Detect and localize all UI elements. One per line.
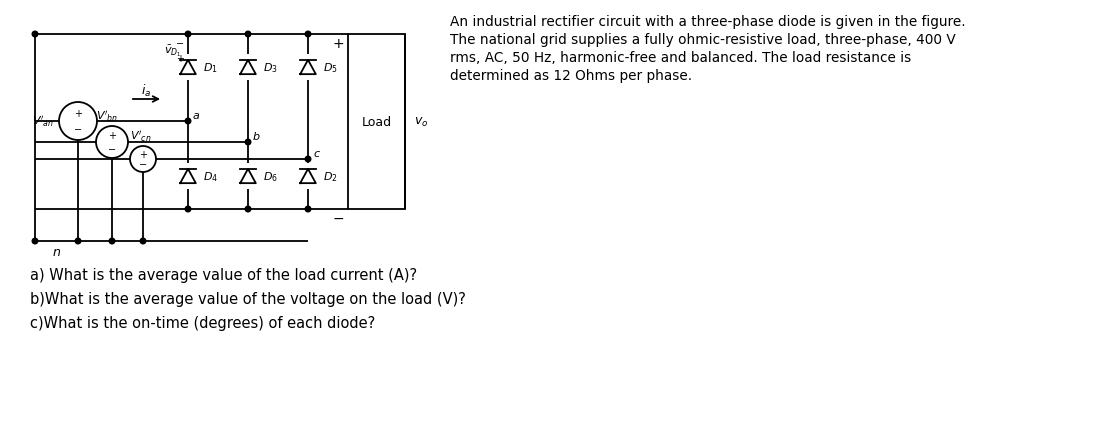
Text: +: +	[140, 149, 147, 159]
Text: c: c	[312, 149, 319, 159]
Text: +: +	[108, 131, 116, 141]
Text: $V'_{an}$: $V'_{an}$	[32, 114, 54, 129]
Text: $i_a$: $i_a$	[141, 83, 151, 99]
Text: determined as 12 Ohms per phase.: determined as 12 Ohms per phase.	[450, 69, 692, 83]
Text: $D_1$: $D_1$	[203, 61, 218, 75]
Circle shape	[109, 239, 115, 244]
Text: $V'_{bn}$: $V'_{bn}$	[96, 109, 118, 124]
Text: +: +	[74, 109, 81, 119]
Text: a: a	[193, 111, 200, 121]
Text: $D_2$: $D_2$	[323, 170, 338, 184]
Bar	[348, 35, 405, 209]
Text: $D_5$: $D_5$	[323, 61, 338, 75]
Circle shape	[75, 239, 80, 244]
Text: $n$: $n$	[52, 245, 61, 258]
Text: c)What is the on-time (degrees) of each diode?: c)What is the on-time (degrees) of each …	[30, 315, 375, 330]
Circle shape	[305, 207, 310, 212]
Circle shape	[185, 32, 191, 38]
Text: $\bar{v}_{D_1}$: $\bar{v}_{D_1}$	[164, 44, 182, 59]
Text: −: −	[176, 39, 184, 49]
Text: +: +	[333, 37, 344, 51]
Circle shape	[185, 119, 191, 125]
Text: Load: Load	[362, 116, 392, 129]
Text: $V'_{cn}$: $V'_{cn}$	[131, 129, 152, 144]
Text: a) What is the average value of the load current (A)?: a) What is the average value of the load…	[30, 267, 417, 283]
Text: b: b	[253, 132, 260, 141]
Text: An industrial rectifier circuit with a three-phase diode is given in the figure.: An industrial rectifier circuit with a t…	[450, 15, 965, 29]
Circle shape	[246, 140, 251, 145]
Text: $D_3$: $D_3$	[263, 61, 278, 75]
Circle shape	[246, 207, 251, 212]
Circle shape	[32, 32, 38, 38]
Text: $D_4$: $D_4$	[203, 170, 218, 184]
Text: $v_o$: $v_o$	[414, 116, 429, 129]
Circle shape	[246, 32, 251, 38]
Text: b)What is the average value of the voltage on the load (V)?: b)What is the average value of the volta…	[30, 291, 465, 306]
Text: −: −	[333, 212, 344, 225]
Text: +: +	[176, 54, 184, 64]
Text: $D_6$: $D_6$	[263, 170, 278, 184]
Text: −: −	[138, 160, 147, 170]
Text: −: −	[74, 125, 83, 135]
Text: The national grid supplies a fully ohmic-resistive load, three-phase, 400 V: The national grid supplies a fully ohmic…	[450, 33, 955, 47]
Text: rms, AC, 50 Hz, harmonic-free and balanced. The load resistance is: rms, AC, 50 Hz, harmonic-free and balanc…	[450, 51, 912, 65]
Circle shape	[32, 239, 38, 244]
Circle shape	[185, 207, 191, 212]
Circle shape	[305, 157, 310, 163]
Circle shape	[305, 32, 310, 38]
Text: −: −	[108, 144, 116, 154]
Circle shape	[141, 239, 146, 244]
